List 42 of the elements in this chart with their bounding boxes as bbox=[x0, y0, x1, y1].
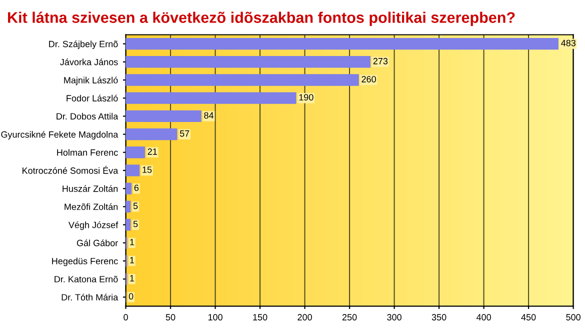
data-label: 5 bbox=[133, 202, 138, 210]
x-tick-label: 500 bbox=[566, 314, 580, 320]
data-label: 260 bbox=[362, 76, 376, 82]
data-label: 1 bbox=[130, 257, 134, 264]
data-label: 15 bbox=[142, 166, 152, 173]
data-label: 5 bbox=[133, 220, 138, 228]
data-label: 273 bbox=[373, 58, 388, 64]
x-tick-label: 250 bbox=[342, 314, 357, 320]
x-tick-label: 100 bbox=[208, 314, 222, 320]
data-label: 21 bbox=[148, 148, 157, 155]
y-tick-label: Dr. Katona Ernõ bbox=[54, 276, 118, 282]
data-label: 84 bbox=[204, 112, 214, 119]
data-label: 6 bbox=[134, 184, 139, 191]
x-tick-label: 0 bbox=[124, 314, 128, 320]
data-label: 483 bbox=[561, 40, 576, 46]
y-tick-label: Fodor László bbox=[66, 94, 118, 102]
data-label: 57 bbox=[180, 130, 190, 137]
x-tick-label: 50 bbox=[166, 314, 176, 320]
x-tick-label: 450 bbox=[521, 314, 536, 320]
x-tick-label: 300 bbox=[387, 314, 402, 320]
y-tick-label: Dr. Tóth Mária bbox=[62, 294, 118, 300]
y-tick-label: Kotroczóné Somosi Éva bbox=[22, 166, 118, 174]
y-tick-label: Dr. Szájbely Ernõ bbox=[49, 40, 118, 49]
x-tick-label: 400 bbox=[476, 314, 491, 320]
y-tick-label: Mezõfi Zoltán bbox=[64, 203, 118, 210]
data-label: 1 bbox=[130, 275, 134, 282]
x-tick-label: 200 bbox=[298, 314, 312, 320]
x-tick-label: 350 bbox=[432, 314, 446, 320]
data-label: 190 bbox=[299, 94, 314, 101]
data-label: 1 bbox=[130, 238, 134, 246]
y-tick-label: Gál Gábor bbox=[76, 239, 118, 246]
y-tick-label: Holman Ferenc bbox=[57, 149, 118, 156]
y-tick-label: Gyurcsikné Fekete Magdolna bbox=[1, 130, 118, 140]
y-tick-label: Végh József bbox=[68, 221, 118, 230]
data-label: 0 bbox=[128, 293, 134, 300]
y-tick-label: Majnik László bbox=[64, 76, 118, 86]
chart-title: Kit látna szivesen a következõ idõszakban fontos politikai szerepben? bbox=[8, 12, 515, 26]
y-tick-label: Hegedüs Ferenc bbox=[52, 258, 118, 266]
y-tick-label: Dr. Dobos Attila bbox=[56, 112, 118, 120]
y-tick-label: Huszár Zoltán bbox=[62, 185, 118, 192]
y-tick-label: Jávorka János bbox=[60, 58, 118, 66]
x-tick-label: 150 bbox=[253, 314, 268, 320]
